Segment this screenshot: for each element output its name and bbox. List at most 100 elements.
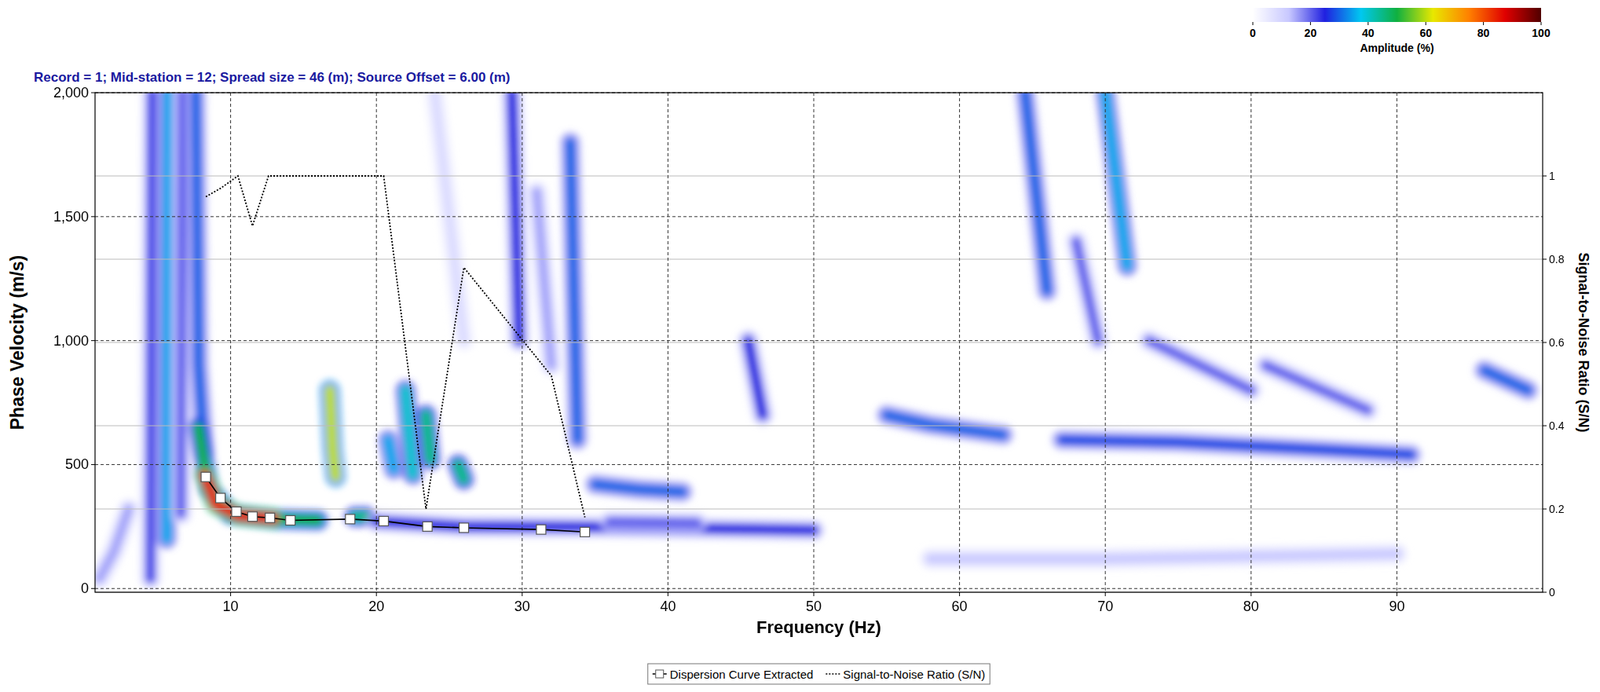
x-grid (813, 92, 815, 593)
energy-halo (425, 414, 431, 460)
energy-streak (166, 92, 169, 539)
y2-tick-label: 0.8 (1548, 252, 1565, 266)
series-marker (378, 516, 389, 526)
y-tick-label: 500 (65, 456, 89, 473)
energy-streak (747, 340, 763, 416)
energy-halo (329, 390, 336, 477)
energy-halo (1265, 365, 1368, 411)
energy-streak (1265, 365, 1368, 411)
y2-tick (1542, 592, 1547, 594)
x-axis-title: Frequency (Hz) (756, 617, 882, 638)
y-tick (91, 588, 96, 590)
plot-frame (95, 92, 1543, 593)
energy-streak (99, 508, 129, 579)
y-tick-label: 0 (80, 580, 89, 597)
x-tick-label: 30 (514, 598, 531, 615)
energy-halo (181, 92, 184, 515)
y-tick (91, 92, 96, 94)
energy-halo (929, 553, 1397, 559)
colorbar-tick (1367, 21, 1369, 26)
x-tick (959, 592, 960, 597)
series-marker (265, 512, 275, 523)
legend: Dispersion Curve ExtractedSignal-to-Nois… (648, 663, 990, 685)
series-line (205, 476, 586, 532)
energy-halo (1149, 340, 1252, 391)
legend-box (648, 663, 990, 685)
energy-streak (198, 427, 319, 520)
energy-streak (1061, 439, 1412, 455)
energy-halo (1025, 92, 1048, 292)
x-grid (1396, 92, 1398, 593)
energy-streak (329, 390, 336, 477)
energy-streak (1149, 340, 1252, 391)
y2-tick-label: 0 (1548, 585, 1556, 599)
colorbar-tick-label: 100 (1531, 26, 1551, 40)
legend-line (825, 673, 840, 675)
energy-streak (929, 553, 1397, 559)
colorbar-tick-label: 20 (1304, 26, 1318, 40)
energy-halo (405, 390, 413, 475)
y-grid (95, 340, 1543, 341)
y-axis-title: Phase Velocity (m/s) (7, 255, 28, 430)
y-grid (95, 216, 1543, 217)
y2-tick-label: 1 (1548, 169, 1556, 183)
title: Record = 1; Mid-station = 12; Spread siz… (33, 69, 511, 85)
series-marker (459, 523, 469, 533)
x-tick (813, 592, 815, 597)
x-grid (1250, 92, 1252, 593)
colorbar (1252, 7, 1542, 22)
energy-streak (1105, 92, 1128, 267)
energy-streak (181, 92, 184, 515)
y2-tick (1542, 259, 1547, 260)
y2-tick (1542, 342, 1547, 344)
energy-halo (595, 484, 683, 492)
series-marker (422, 521, 433, 531)
x-grid (376, 92, 378, 593)
energy-halo (195, 92, 205, 453)
legend-label: Signal-to-Noise Ratio (S/N) (842, 667, 985, 682)
colorbar-tick-label: 60 (1419, 26, 1432, 40)
x-tick-label: 70 (1097, 598, 1114, 615)
series-marker (216, 493, 226, 503)
y-tick-label: 1,000 (53, 333, 89, 349)
y2-tick-label: 0.4 (1548, 419, 1565, 433)
energy-streak (376, 521, 814, 531)
y2-grid (95, 508, 1543, 510)
colorbar-tick (1252, 21, 1254, 26)
energy-halo (457, 464, 464, 480)
energy-halo (1061, 439, 1412, 455)
energy-streak (1484, 370, 1529, 391)
series-marker (285, 515, 296, 525)
colorbar-tick-label: 40 (1362, 26, 1375, 40)
series-marker (247, 512, 257, 522)
colorbar-tick (1310, 21, 1311, 26)
energy-streak (457, 464, 464, 480)
energy-streak (595, 484, 683, 492)
series-layer (201, 175, 590, 537)
series-line (205, 175, 586, 518)
x-grid (1105, 92, 1106, 593)
colorbar-label: Amplitude (%) (1359, 41, 1434, 55)
legend-symbol (652, 670, 667, 678)
energy-streak (570, 142, 578, 440)
x-tick (1396, 592, 1398, 597)
energy-halo (388, 439, 394, 470)
colorbar-tick-label: 0 (1249, 26, 1256, 40)
legend-symbol (825, 673, 840, 675)
series-marker (231, 506, 242, 517)
energy-streak (405, 390, 413, 475)
colorbar-tick (1482, 21, 1484, 26)
series-marker (345, 514, 356, 524)
y-tick (91, 340, 96, 341)
energy-halo (609, 521, 697, 524)
energy-streak (195, 92, 205, 453)
energy-halo (150, 92, 153, 579)
y2-grid (95, 259, 1543, 260)
y2-grid (95, 342, 1543, 344)
y2-tick-label: 0.6 (1548, 336, 1565, 349)
x-grid (667, 92, 669, 593)
y-tick-label: 1,500 (53, 208, 89, 225)
series-marker (536, 524, 546, 535)
y2-tick-label: 0.2 (1548, 502, 1565, 516)
energy-halo (570, 142, 578, 440)
